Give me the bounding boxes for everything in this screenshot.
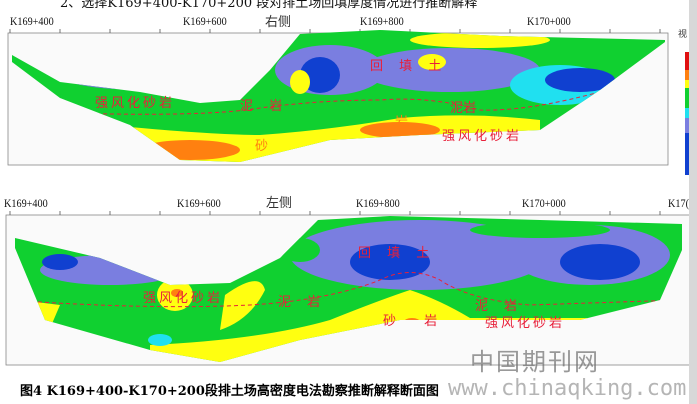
intro-text: 2、选择K169+400-K170+200 段对排土场回填厚度情况进行推断解释: [60, 0, 478, 11]
station-label: K169+800: [356, 196, 400, 210]
side-label-left: 左侧: [266, 196, 293, 211]
station-label: K169+600: [183, 14, 227, 28]
label-sandstone: 岩: [395, 115, 414, 130]
label-mudstone: 泥 岩: [240, 99, 288, 114]
station-label: K169+400: [10, 14, 54, 28]
station-label: K169+400: [4, 196, 48, 210]
lower-section: 回 填 土 强风化砂岩 泥 岩 泥 岩 砂 岩 强风化砂岩: [5, 211, 691, 366]
station-label: K169+800: [360, 14, 404, 28]
upper-section: 回 填 土 强风化砂岩 泥 岩 泥岩 砂 岩 强风化砂岩: [7, 29, 669, 166]
side-label-right: 右侧: [265, 15, 292, 30]
label-weathered-sandstone: 强风化砂岩: [485, 316, 565, 331]
label-mudstone: 泥 岩: [475, 299, 523, 314]
label-sandstone: 砂 岩: [383, 314, 449, 329]
scrollbar[interactable]: [689, 0, 697, 404]
lower-ticks: [9, 211, 661, 215]
label-mudstone: 泥岩: [450, 101, 476, 116]
station-label: K169+600: [177, 196, 221, 210]
label-weathered-sandstone: 强风化砂岩: [143, 291, 223, 306]
label-weathered-sandstone: 强风化砂岩: [95, 96, 175, 111]
colorbar-label: 视 (欧: [678, 30, 697, 40]
label-sandstone: 砂: [255, 139, 274, 154]
station-label: K170+000: [522, 196, 566, 210]
figure-caption: 图4 K169+400-K170+200段排土场高密度电法勘察推断解释断面图: [20, 384, 439, 399]
label-mudstone: 泥 岩: [278, 295, 326, 310]
station-label: K170+000: [527, 14, 571, 28]
station-label: K17(: [668, 196, 689, 210]
watermark-url: www.chinaqking.com: [448, 376, 687, 401]
label-weathered-sandstone: 强风化砂岩: [442, 129, 522, 144]
label-fill: 回 填 土: [370, 59, 447, 74]
colorbar: [685, 52, 689, 175]
label-fill: 回 填 土: [358, 246, 435, 261]
watermark-cn: 中国期刊网: [470, 348, 600, 376]
